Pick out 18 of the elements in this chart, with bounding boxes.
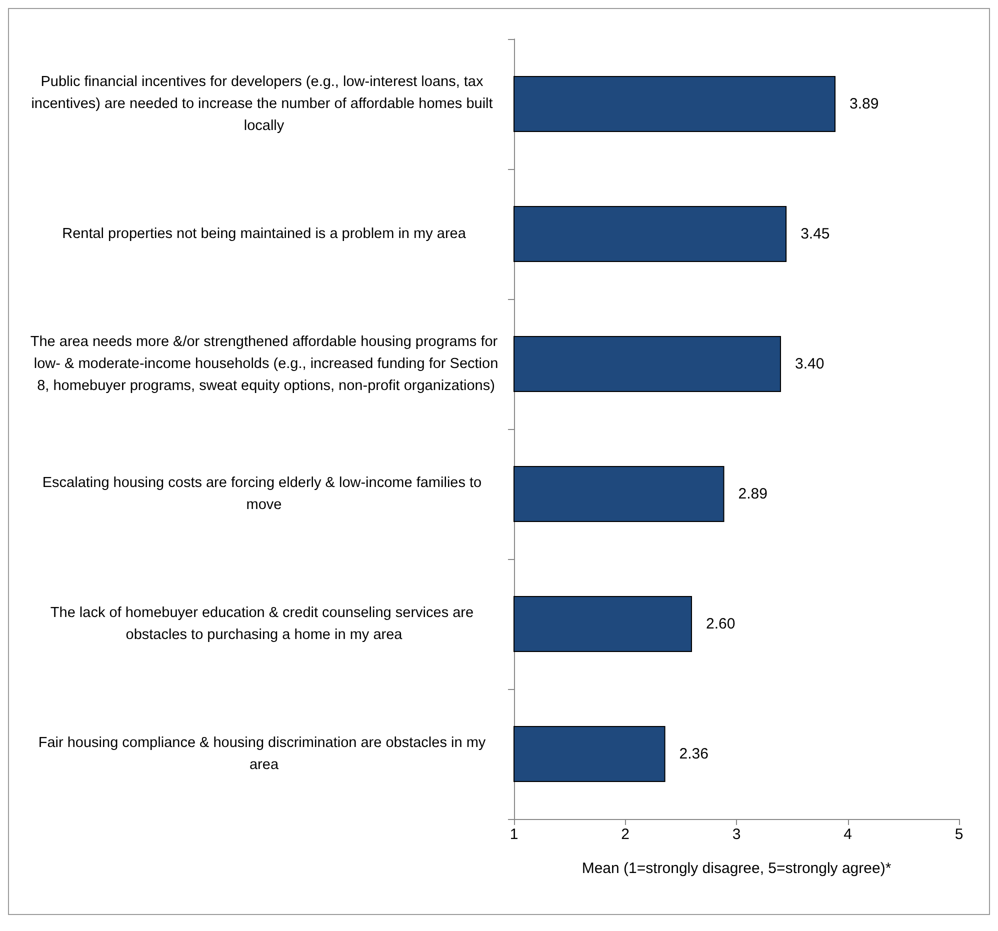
x-tick-label: 5 (954, 826, 964, 843)
y-tick-label: The area needs more &/or strengthened affordable housing programs for low- & moderate-income households (e.g., increased funding for Section 8, homebuyer programs, sweat equity options, non-profit organizations) (30, 334, 498, 394)
x-tick-label: 3 (732, 826, 741, 843)
y-tick-label: Escalating housing costs are forcing elderly & low-income families to move (42, 475, 486, 513)
data-label: 3.89 (850, 96, 879, 112)
x-tick-label: 4 (844, 826, 852, 843)
y-tick-label: Public financial incentives for developers (e.g., low-interest loans, tax incentives) are needed to increase the number of affordable homes built locally (31, 74, 497, 134)
y-tick-label: The lack of homebuyer education & credit counseling services are obstacles to purchasing a home in my area (50, 605, 478, 643)
x-axis-title: Mean (1=strongly disagree, 5=strongly agree)* (582, 860, 892, 877)
x-tick-label: 2 (621, 826, 630, 843)
y-tick-label: Rental properties not being maintained is a problem in my area (62, 226, 467, 242)
data-label: 3.45 (800, 226, 830, 242)
y-tick-label: Fair housing compliance & housing discrimination are obstacles in my area (38, 735, 490, 773)
data-label: 3.40 (795, 356, 824, 372)
x-tick-label: 1 (510, 826, 518, 843)
data-label: 2.89 (738, 486, 768, 502)
data-label: 2.36 (679, 746, 709, 762)
data-label: 2.60 (706, 616, 736, 632)
